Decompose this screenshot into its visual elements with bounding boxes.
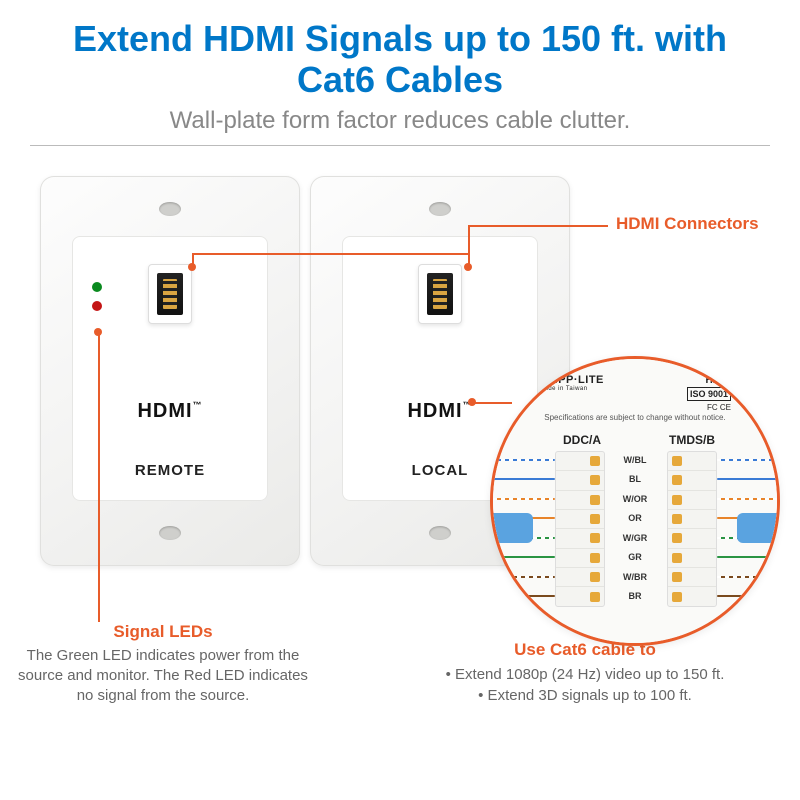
callout-title: Signal LEDs — [18, 622, 308, 642]
callout-line — [192, 253, 470, 255]
page-subtitle: Wall-plate form factor reduces cable clu… — [30, 107, 770, 135]
hdmi-logo: HDMI™ — [137, 400, 202, 423]
cable-jacket-icon — [490, 513, 533, 543]
callout-line — [192, 255, 194, 265]
brand-logo: TRIPP·LITE Made in Taiwan — [539, 375, 604, 392]
wire-labels: W/BL BL W/OR OR W/GR GR W/BR BR — [611, 451, 659, 607]
signal-leds — [92, 282, 102, 311]
inset-inner: TRIPP·LITE Made in Taiwan HDMI ISO 9001 … — [493, 359, 777, 643]
wallplate-remote: HDMI™ REMOTE — [40, 176, 300, 566]
callout-line — [468, 225, 608, 227]
page-title: Extend HDMI Signals up to 150 ft. with C… — [30, 18, 770, 101]
plate-label-remote: REMOTE — [135, 462, 205, 479]
main-diagram: HDMI™ REMOTE HDMI™ LOCAL HDMI Connectors… — [0, 146, 800, 786]
plate-label-local: LOCAL — [412, 462, 469, 479]
screw-hole-icon — [429, 202, 451, 216]
wiring-inset: TRIPP·LITE Made in Taiwan HDMI ISO 9001 … — [490, 356, 780, 646]
screw-hole-icon — [429, 526, 451, 540]
callout-text: The Green LED indicates power from the s… — [18, 646, 308, 707]
callout-line — [98, 332, 100, 622]
hdmi-port-icon — [148, 264, 192, 324]
led-green-icon — [92, 282, 102, 292]
cert-strip: TRIPP·LITE Made in Taiwan HDMI ISO 9001 … — [533, 373, 737, 415]
callout-bullet: • Extend 3D signals up to 100 ft. — [380, 685, 790, 706]
callout-cat6: Use Cat6 cable to • Extend 1080p (24 Hz)… — [380, 640, 790, 706]
header: Extend HDMI Signals up to 150 ft. with C… — [0, 0, 800, 145]
callout-title: Use Cat6 cable to — [380, 640, 790, 660]
screw-hole-icon — [159, 526, 181, 540]
terminal-block-right — [667, 451, 717, 607]
hdmi-logo: HDMI™ — [407, 400, 472, 423]
hdmi-port-icon — [418, 264, 462, 324]
cert-note: Specifications are subject to change wit… — [493, 413, 777, 422]
ddc-label: DDC/A — [563, 433, 601, 447]
terminal-block-left — [555, 451, 605, 607]
cable-jacket-icon — [737, 513, 780, 543]
inner-panel: HDMI™ REMOTE — [72, 236, 268, 501]
led-red-icon — [92, 301, 102, 311]
tmds-label: TMDS/B — [669, 433, 715, 447]
screw-hole-icon — [159, 202, 181, 216]
callout-bullet: • Extend 1080p (24 Hz) video up to 150 f… — [380, 664, 790, 685]
callout-hdmi-connectors: HDMI Connectors — [616, 214, 759, 234]
cert-badges: HDMI ISO 9001 FC CE — [687, 375, 731, 412]
callout-signal-leds: Signal LEDs The Green LED indicates powe… — [18, 622, 308, 707]
callout-line — [468, 225, 470, 255]
